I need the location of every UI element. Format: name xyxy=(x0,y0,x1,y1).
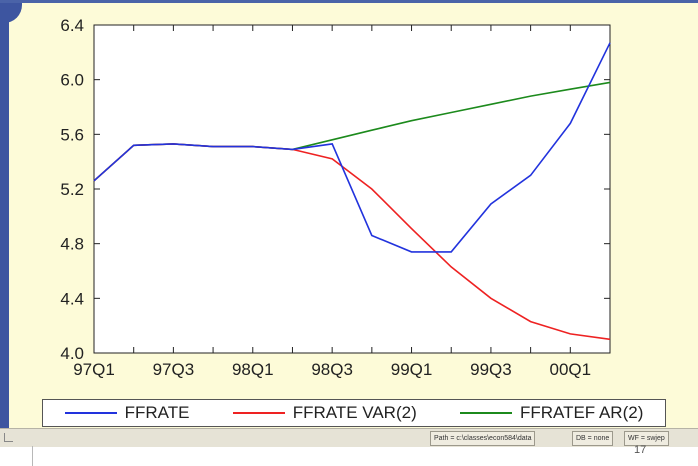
status-bar: Path = c:\classes\econ584\data DB = none… xyxy=(0,428,698,447)
window-frame-left xyxy=(0,3,9,431)
status-wf: WF = swjep xyxy=(624,431,669,446)
chart-window: 4.0 4.4 4.8 5.2 5.6 6.0 6.4 97Q1 97Q3 98Q1 98Q3 99… xyxy=(0,0,698,431)
page-number: 17 xyxy=(634,444,647,456)
x-tick-label: 99Q3 xyxy=(470,360,512,379)
legend-label-ffratef-ar2: FFRATEF AR(2) xyxy=(519,403,644,422)
legend-label-ffrate: FFRATE xyxy=(124,403,190,422)
legend-swatch-ffrate xyxy=(64,412,117,414)
legend: FFRATE FFRATE VAR(2) FFRATEF AR(2) xyxy=(42,399,666,427)
series-layer xyxy=(93,42,611,341)
resize-grip-icon[interactable] xyxy=(4,433,13,442)
x-axis: 97Q1 97Q3 98Q1 98Q3 99Q1 99Q3 00Q1 xyxy=(73,25,611,379)
legend-swatch-ffrate-var2 xyxy=(232,412,285,414)
x-tick-label: 97Q3 xyxy=(153,360,195,379)
legend-item-ffrate-var2: FFRATE VAR(2) xyxy=(232,403,417,423)
x-tick-label: 00Q1 xyxy=(550,360,592,379)
y-tick-label: 4.0 xyxy=(60,344,84,363)
series-line-ffrate xyxy=(93,42,611,253)
line-chart: 4.0 4.4 4.8 5.2 5.6 6.0 6.4 97Q1 97Q3 98Q1 98Q3 99… xyxy=(60,16,611,379)
legend-swatch-ffratef-ar2 xyxy=(459,412,512,414)
y-tick-label: 6.4 xyxy=(60,16,84,35)
y-tick-label: 5.6 xyxy=(60,125,84,144)
y-axis: 4.0 4.4 4.8 5.2 5.6 6.0 6.4 xyxy=(60,16,610,363)
legend-item-ffrate: FFRATE xyxy=(64,403,190,423)
y-tick-label: 6.0 xyxy=(60,71,84,90)
y-tick-label: 5.2 xyxy=(60,180,84,199)
slide-divider xyxy=(32,446,33,466)
status-path: Path = c:\classes\econ584\data xyxy=(430,431,536,446)
legend-label-ffrate-var2: FFRATE VAR(2) xyxy=(292,403,417,422)
status-db: DB = none xyxy=(572,431,614,446)
y-tick-label: 4.4 xyxy=(60,289,84,308)
y-tick-label: 4.8 xyxy=(60,235,84,254)
x-tick-label: 99Q1 xyxy=(391,360,433,379)
x-tick-label: 98Q1 xyxy=(232,360,274,379)
x-tick-label: 98Q3 xyxy=(311,360,353,379)
x-tick-label: 97Q1 xyxy=(73,360,115,379)
legend-item-ffratef-ar2: FFRATEF AR(2) xyxy=(459,403,644,423)
